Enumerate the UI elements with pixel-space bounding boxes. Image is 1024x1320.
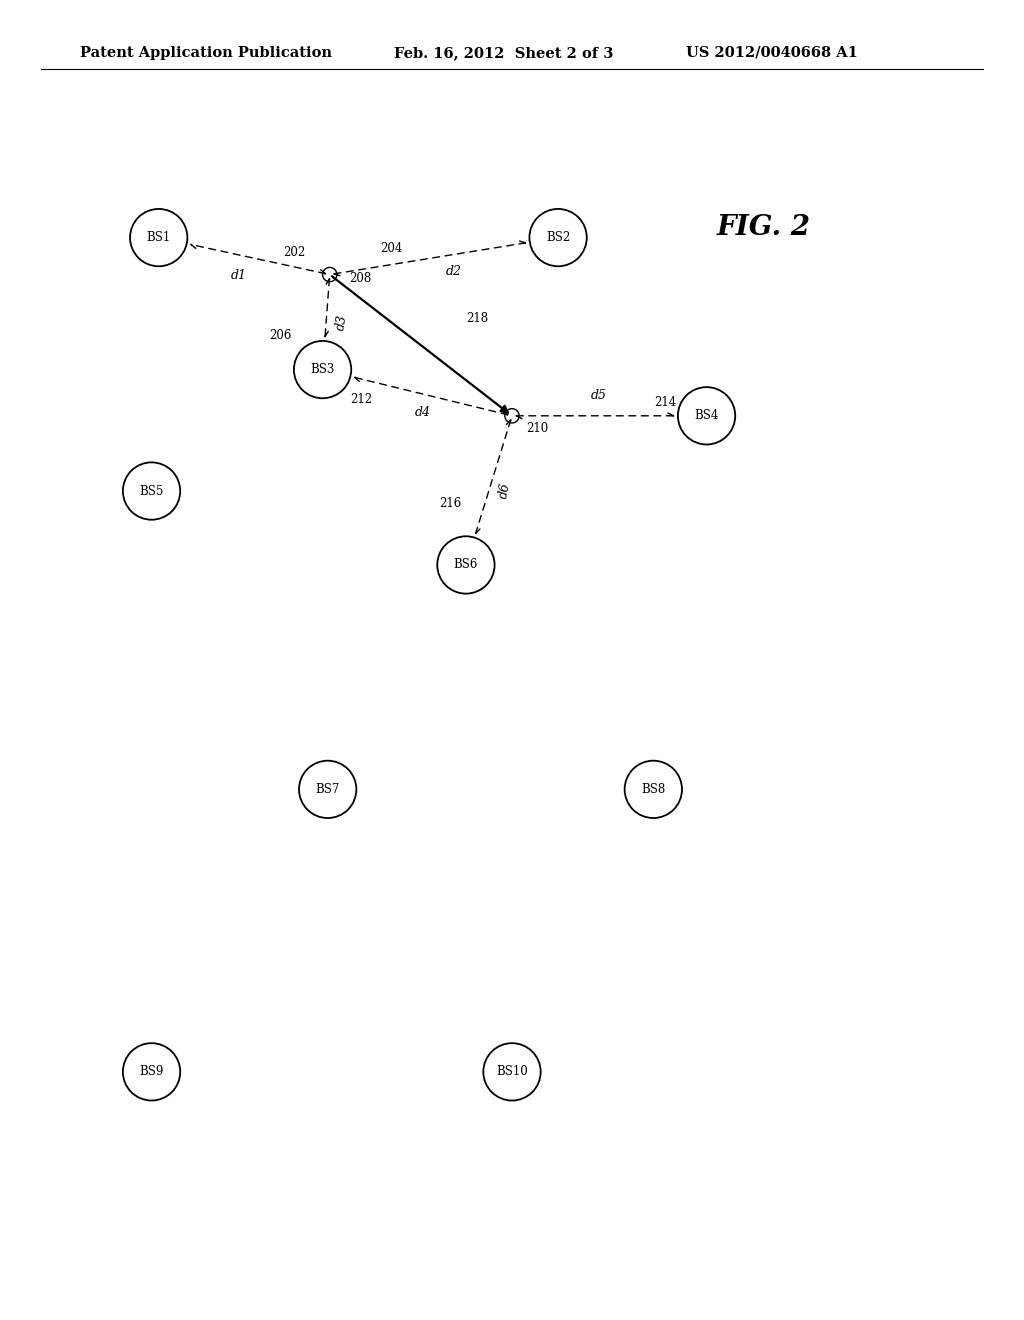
- Text: d6: d6: [497, 482, 512, 499]
- Text: BS1: BS1: [146, 231, 171, 244]
- Text: FIG. 2: FIG. 2: [717, 214, 811, 240]
- Text: d3: d3: [334, 313, 349, 331]
- Text: 214: 214: [654, 396, 677, 409]
- Text: BS10: BS10: [496, 1065, 528, 1078]
- Text: BS3: BS3: [310, 363, 335, 376]
- Text: d2: d2: [446, 265, 462, 279]
- Text: 206: 206: [269, 329, 291, 342]
- Text: 208: 208: [349, 272, 372, 285]
- Text: BS8: BS8: [641, 783, 666, 796]
- Text: BS9: BS9: [139, 1065, 164, 1078]
- Text: BS2: BS2: [546, 231, 570, 244]
- Text: 216: 216: [439, 498, 461, 510]
- Text: Patent Application Publication: Patent Application Publication: [80, 46, 332, 59]
- Text: BS6: BS6: [454, 558, 478, 572]
- Text: 218: 218: [466, 313, 488, 325]
- Text: d4: d4: [415, 407, 430, 418]
- Text: 210: 210: [526, 422, 549, 436]
- Text: d1: d1: [231, 269, 247, 282]
- Text: BS5: BS5: [139, 484, 164, 498]
- Text: 202: 202: [283, 246, 305, 259]
- Text: BS4: BS4: [694, 409, 719, 422]
- Text: US 2012/0040668 A1: US 2012/0040668 A1: [686, 46, 858, 59]
- Text: d5: d5: [591, 389, 607, 403]
- Text: 204: 204: [380, 242, 402, 255]
- Text: Feb. 16, 2012  Sheet 2 of 3: Feb. 16, 2012 Sheet 2 of 3: [394, 46, 613, 59]
- Text: BS7: BS7: [315, 783, 340, 796]
- Text: 212: 212: [350, 393, 372, 405]
